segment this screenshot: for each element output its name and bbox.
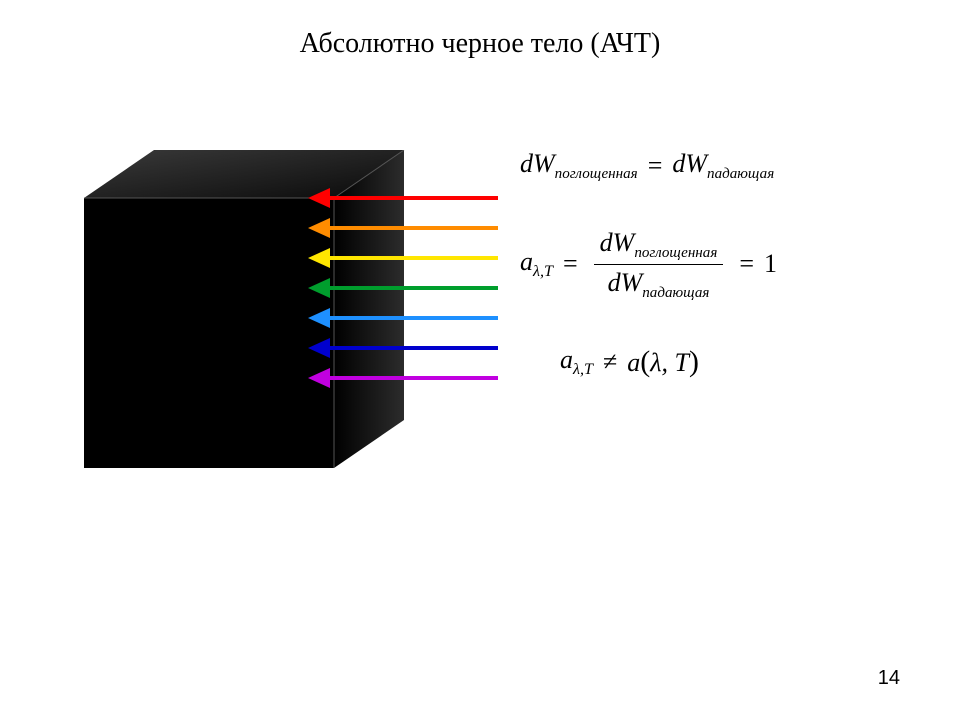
eq1-rhs-main: dW [672, 149, 707, 178]
eq2-denominator: dWпадающая [602, 267, 716, 302]
equations-block: dWпоглощенная = dWпадающая aλ,T = dWпогл… [520, 150, 940, 423]
eq3-a: a [560, 345, 573, 374]
not-equals-sign: ≠ [603, 348, 617, 377]
arrow-head [308, 278, 330, 298]
eq2-num-main: dW [600, 228, 635, 257]
arrow-shaft [330, 316, 498, 320]
eq3-lhs: aλ,T [560, 346, 593, 379]
arrow-shaft [330, 196, 498, 200]
fraction-bar [594, 264, 724, 265]
eq2-num-sub: поглощенная [634, 245, 717, 261]
arrow-2 [308, 256, 498, 262]
eq3-a2: a [627, 348, 640, 377]
arrow-shaft [330, 256, 498, 260]
eq1-lhs-sub: поглощенная [555, 166, 638, 182]
eq2-lhs: aλ,T [520, 248, 553, 281]
arrow-0 [308, 196, 498, 202]
eq2-numerator: dWпоглощенная [594, 227, 724, 262]
cube-front-face [84, 198, 334, 468]
page-title: Абсолютно черное тело (АЧТ) [0, 28, 960, 60]
arrow-shaft [330, 286, 498, 290]
arrow-head [308, 368, 330, 388]
eq2-fraction: dWпоглощенная dWпадающая [594, 227, 724, 303]
page-number: 14 [878, 667, 900, 690]
equals-sign: = [739, 250, 754, 279]
left-paren: ( [640, 345, 650, 378]
arrow-3 [308, 286, 498, 292]
eq2-a-sub: λ,T [533, 263, 553, 280]
eq3-arg: λ, T [650, 348, 689, 377]
eq2-a: a [520, 247, 533, 276]
equals-sign: = [563, 250, 578, 279]
arrow-head [308, 248, 330, 268]
eq1-lhs-main: dW [520, 149, 555, 178]
arrow-head [308, 218, 330, 238]
incident-arrows [308, 196, 518, 456]
eq1-lhs: dWпоглощенная [520, 150, 638, 183]
equation-2: aλ,T = dWпоглощенная dWпадающая = 1 [520, 227, 940, 303]
arrow-shaft [330, 346, 498, 350]
eq2-den-main: dW [608, 268, 643, 297]
equation-1: dWпоглощенная = dWпадающая [520, 150, 940, 183]
arrow-6 [308, 376, 498, 382]
eq3-rhs: a(λ, T) [627, 346, 699, 379]
arrow-head [308, 338, 330, 358]
eq2-den-sub: падающая [642, 285, 709, 301]
arrow-head [308, 308, 330, 328]
arrow-shaft [330, 226, 498, 230]
arrow-shaft [330, 376, 498, 380]
arrow-head [308, 188, 330, 208]
arrow-1 [308, 226, 498, 232]
equals-sign: = [648, 152, 663, 181]
right-paren: ) [689, 345, 699, 378]
eq3-a-sub: λ,T [573, 362, 593, 379]
eq1-rhs-sub: падающая [707, 166, 774, 182]
eq2-one: 1 [764, 250, 777, 279]
arrow-5 [308, 346, 498, 352]
arrow-4 [308, 316, 498, 322]
eq1-rhs: dWпадающая [672, 150, 774, 183]
equation-3: aλ,T ≠ a(λ, T) [560, 346, 940, 379]
